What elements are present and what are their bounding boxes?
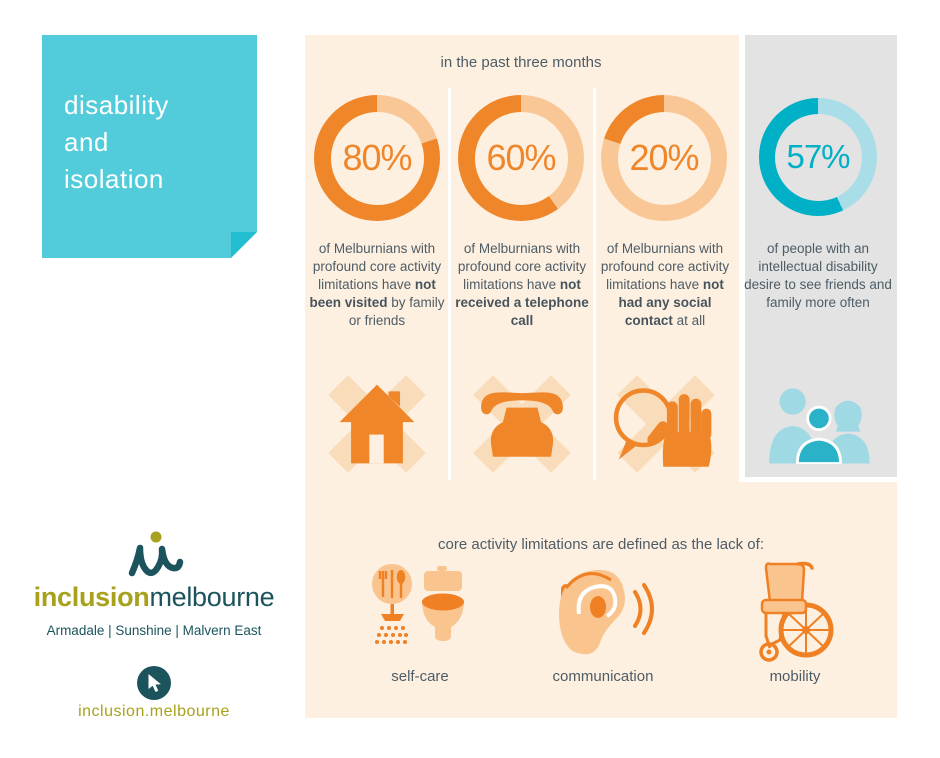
brand-inclusion: inclusion [33, 582, 150, 612]
cursor-icon [148, 673, 161, 692]
stat-value: 57% [786, 138, 850, 175]
section-heading-timeframe: in the past three months [440, 54, 602, 71]
title-line-2: and [64, 127, 109, 157]
brand-wordmark: inclusionmelbourne [12, 582, 296, 613]
stat-description-visits: of Melburnians with profound core activi… [309, 241, 445, 328]
column-divider [593, 88, 596, 480]
stat-description-contact: of Melburnians with profound core activi… [600, 241, 730, 328]
page-title: disability and isolation [64, 87, 169, 198]
stat-value: 20% [629, 137, 699, 178]
inclusion-melbourne-logo-icon [128, 531, 184, 577]
definitions-heading: core activity limitations are defined as… [438, 536, 764, 553]
no-telephone-icon-block [473, 375, 571, 473]
title-line-1: disability [64, 90, 169, 120]
definition-label-communication: communication [552, 668, 654, 685]
self-care-icon [372, 564, 464, 644]
donut-chart-80: 80% [314, 95, 440, 221]
no-visits-icon-block [328, 375, 426, 473]
donut-chart-20: 20% [601, 95, 727, 221]
brand-melbourne: melbourne [149, 582, 275, 612]
note-fold-corner [231, 232, 257, 258]
website-url[interactable]: inclusion.melbourne [78, 703, 230, 720]
stat-value: 80% [342, 137, 412, 178]
donut-chart-60: 60% [458, 95, 584, 221]
website-button[interactable] [137, 666, 171, 700]
stat-value: 60% [486, 137, 556, 178]
locations-text: Armadale | Sunshine | Malvern East [46, 623, 262, 638]
house-icon [339, 384, 415, 464]
mobility-wheelchair-icon [759, 561, 834, 662]
title-note: disability and isolation [42, 35, 257, 258]
column-divider [448, 88, 451, 480]
definition-label-mobility: mobility [769, 668, 821, 685]
people-icon [769, 388, 870, 465]
definition-label-self-care: self-care [391, 668, 449, 685]
title-line-3: isolation [64, 164, 164, 194]
people-icon-block [757, 386, 879, 465]
stat-description-telephone: of Melburnians with profound core activi… [455, 241, 589, 328]
communication-ear-icon [559, 569, 654, 655]
speech-bubble-hand-icon [613, 388, 712, 467]
stat-description-friends: of people with an intellectual disabilit… [744, 241, 892, 310]
no-social-contact-icon-block [611, 375, 721, 473]
donut-chart-57: 57% [759, 98, 877, 216]
telephone-icon [481, 392, 563, 457]
